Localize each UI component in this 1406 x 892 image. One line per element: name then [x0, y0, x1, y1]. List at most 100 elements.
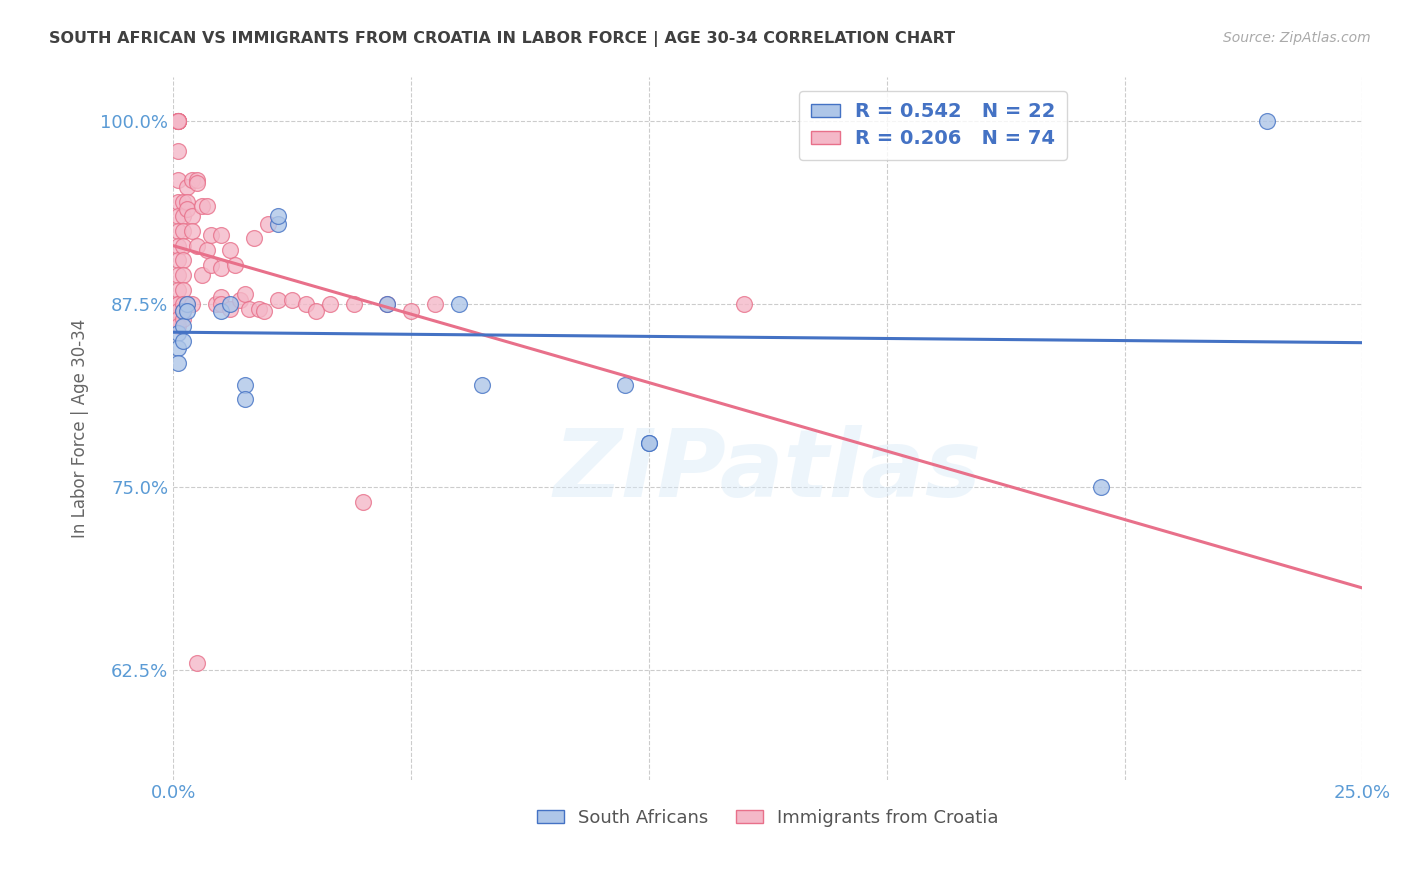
Point: [181, 224, 204, 238]
Point: [176, 194, 198, 209]
Point: [190, 268, 212, 282]
Text: ZIPatlas: ZIPatlas: [554, 425, 981, 516]
Point: [172, 304, 194, 318]
Point: [257, 217, 280, 231]
Text: SOUTH AFRICAN VS IMMIGRANTS FROM CROATIA IN LABOR FORCE | AGE 30-34 CORRELATION : SOUTH AFRICAN VS IMMIGRANTS FROM CROATIA…: [49, 31, 955, 47]
Point: [167, 144, 190, 158]
Point: [167, 326, 190, 341]
Point: [195, 243, 218, 257]
Point: [209, 304, 232, 318]
Point: [219, 297, 242, 311]
Text: Source: ZipAtlas.com: Source: ZipAtlas.com: [1223, 31, 1371, 45]
Point: [172, 304, 194, 318]
Point: [209, 260, 232, 275]
Point: [172, 224, 194, 238]
Point: [638, 436, 661, 450]
Point: [176, 304, 198, 318]
Point: [1090, 480, 1112, 494]
Point: [252, 304, 274, 318]
Point: [172, 253, 194, 268]
Point: [172, 268, 194, 282]
Point: [172, 238, 194, 252]
Point: [447, 297, 470, 311]
Point: [247, 301, 270, 316]
Point: [167, 268, 190, 282]
Point: [167, 210, 190, 224]
Point: [186, 238, 208, 252]
Point: [186, 176, 208, 190]
Point: [423, 297, 446, 311]
Point: [638, 436, 661, 450]
Point: [167, 114, 190, 128]
Point: [243, 231, 266, 245]
Point: [471, 377, 494, 392]
Point: [233, 377, 256, 392]
Point: [172, 283, 194, 297]
Point: [186, 656, 208, 670]
Point: [238, 301, 260, 316]
Point: [181, 173, 204, 187]
Point: [167, 319, 190, 334]
Point: [167, 311, 190, 326]
Point: [219, 301, 242, 316]
Point: [343, 297, 366, 311]
Point: [167, 224, 190, 238]
Point: [399, 304, 422, 318]
Point: [167, 114, 190, 128]
Point: [167, 238, 190, 252]
Point: [167, 297, 190, 311]
Point: [353, 494, 375, 508]
Point: [167, 173, 190, 187]
Point: [209, 290, 232, 304]
Point: [229, 293, 252, 307]
Point: [181, 297, 204, 311]
Point: [281, 293, 304, 307]
Point: [209, 297, 232, 311]
Point: [167, 304, 190, 318]
Point: [224, 258, 246, 272]
Point: [167, 114, 190, 128]
Point: [167, 194, 190, 209]
Point: [167, 283, 190, 297]
Point: [195, 199, 218, 213]
Legend: South Africans, Immigrants from Croatia: South Africans, Immigrants from Croatia: [530, 801, 1005, 834]
Point: [186, 173, 208, 187]
Point: [209, 228, 232, 243]
Point: [167, 356, 190, 370]
Point: [233, 392, 256, 407]
Point: [190, 199, 212, 213]
Point: [167, 341, 190, 355]
Point: [172, 334, 194, 348]
Point: [295, 297, 318, 311]
Point: [167, 114, 190, 128]
Point: [176, 297, 198, 311]
Point: [267, 210, 290, 224]
Point: [733, 297, 755, 311]
Point: [219, 243, 242, 257]
Point: [172, 311, 194, 326]
Point: [167, 114, 190, 128]
Point: [233, 287, 256, 301]
Point: [167, 114, 190, 128]
Point: [167, 253, 190, 268]
Point: [176, 202, 198, 216]
Point: [319, 297, 342, 311]
Point: [267, 217, 290, 231]
Point: [375, 297, 398, 311]
Point: [172, 194, 194, 209]
Point: [181, 210, 204, 224]
Point: [614, 377, 637, 392]
Point: [176, 180, 198, 194]
Point: [176, 297, 198, 311]
Point: [1256, 114, 1278, 128]
Point: [172, 297, 194, 311]
Point: [172, 319, 194, 334]
Point: [167, 297, 190, 311]
Y-axis label: In Labor Force | Age 30-34: In Labor Force | Age 30-34: [72, 319, 89, 538]
Point: [172, 210, 194, 224]
Point: [305, 304, 328, 318]
Point: [267, 293, 290, 307]
Point: [375, 297, 398, 311]
Point: [205, 297, 228, 311]
Point: [200, 228, 222, 243]
